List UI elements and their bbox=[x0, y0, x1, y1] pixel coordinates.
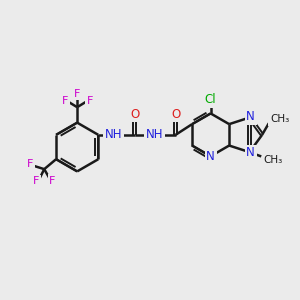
Text: NH: NH bbox=[146, 128, 164, 141]
Text: CH₃: CH₃ bbox=[264, 155, 283, 165]
Text: N: N bbox=[246, 110, 255, 123]
Text: F: F bbox=[33, 176, 40, 186]
Text: F: F bbox=[61, 96, 68, 106]
Text: N: N bbox=[246, 146, 255, 159]
Text: F: F bbox=[50, 176, 56, 186]
Text: O: O bbox=[130, 108, 139, 121]
Text: O: O bbox=[171, 108, 180, 121]
Text: N: N bbox=[206, 150, 215, 163]
Text: F: F bbox=[74, 89, 80, 99]
Text: CH₃: CH₃ bbox=[270, 114, 289, 124]
Text: NH: NH bbox=[104, 128, 122, 141]
Text: F: F bbox=[86, 96, 93, 106]
Text: Cl: Cl bbox=[205, 93, 217, 106]
Text: F: F bbox=[27, 159, 33, 169]
